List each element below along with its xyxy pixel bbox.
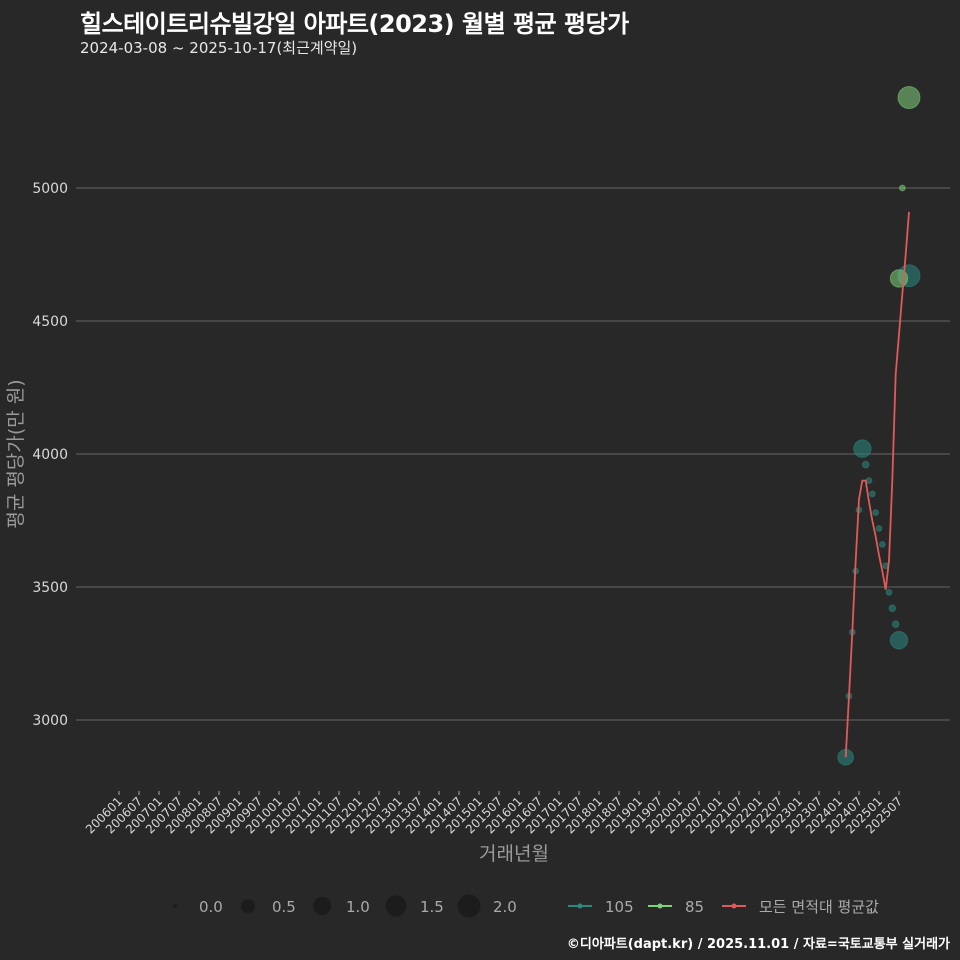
legend-size-label: 0.0 (199, 898, 223, 916)
data-point-105 (872, 509, 880, 516)
data-point-105 (875, 525, 883, 532)
legend-series-label: 105 (605, 898, 634, 916)
data-point-105 (885, 588, 893, 596)
y-tick-label: 3500 (32, 580, 68, 596)
data-point-85 (897, 86, 921, 110)
data-point-105 (888, 604, 897, 613)
legend-size-swatch (385, 895, 407, 917)
legend-size-swatch (241, 899, 255, 913)
y-tick-label: 3000 (32, 713, 68, 729)
y-axis-label: 평균 평당가(만 원) (5, 379, 27, 528)
footer-credit: ©디아파트(dapt.kr) / 2025.11.01 / 자료=국토교통부 실… (566, 937, 950, 952)
legend-size-swatch (457, 894, 481, 918)
data-point-105 (878, 541, 886, 548)
y-tick-label: 4500 (32, 314, 68, 330)
average-line-path (844, 211, 910, 758)
data-point-105 (865, 477, 873, 485)
legend-size-label: 1.5 (420, 898, 444, 916)
x-axis-ticks: 2006012006072007012007072008012008072009… (83, 791, 905, 837)
chart-subtitle: 2024-03-08 ~ 2025-10-17(최근계약일) (80, 39, 358, 57)
y-gridlines (76, 187, 950, 721)
legend-series-dot (731, 903, 737, 909)
data-point-105 (891, 620, 900, 629)
y-tick-label: 5000 (32, 181, 68, 197)
data-point-85 (898, 184, 906, 192)
legend-series-dot (577, 903, 583, 909)
x-axis-label: 거래년월 (479, 843, 549, 865)
data-point-105 (853, 439, 872, 458)
legend-series-label: 모든 면적대 평균값 (759, 898, 879, 916)
legend-series-dot (657, 903, 663, 909)
data-point-105 (861, 460, 870, 469)
legend: 0.0 0.5 1.0 1.5 2.0 105 85 모든 면적대 평균값 (173, 894, 879, 918)
data-point-105 (889, 630, 909, 650)
data-point-105 (868, 490, 876, 498)
data-point-85 (889, 269, 909, 288)
legend-series-label: 85 (685, 898, 704, 916)
y-axis-ticks: 3000 3500 4000 4500 5000 (32, 181, 68, 729)
legend-size-swatch (313, 897, 331, 915)
y-tick-label: 4000 (32, 447, 68, 463)
chart-title: 힐스테이트리슈빌강일 아파트(2023) 월별 평균 평당가 (80, 10, 629, 38)
legend-size-label: 1.0 (346, 898, 370, 916)
legend-size-label: 0.5 (272, 898, 296, 916)
legend-size-label: 2.0 (493, 898, 517, 916)
legend-size-swatch (173, 904, 177, 908)
average-line (844, 211, 910, 758)
